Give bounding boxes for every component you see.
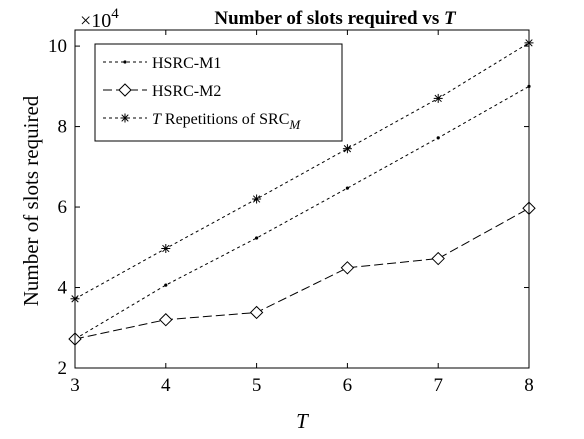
y-tick-label-10: 10 bbox=[48, 36, 67, 57]
legend-label-hsrc-m2: HSRC-M2 bbox=[152, 83, 221, 100]
legend: HSRC-M1 HSRC-M2 T Repetitions of SRCM bbox=[94, 43, 343, 142]
legend-label-t-repetitions: T Repetitions of SRCM bbox=[152, 111, 301, 132]
y-tick-label-6: 6 bbox=[58, 197, 68, 218]
y-axis-multiplier-exponent: 4 bbox=[111, 6, 119, 22]
data-point-s2-2 bbox=[252, 194, 262, 204]
y-tick-label-8: 8 bbox=[58, 117, 68, 138]
chart-title: Number of slots required vs T bbox=[214, 8, 457, 29]
legend-marker-0 bbox=[123, 60, 127, 64]
y-axis-multiplier: ×104 bbox=[80, 6, 119, 32]
x-tick-label-8: 8 bbox=[524, 375, 534, 396]
x-axis-label: T bbox=[296, 409, 309, 433]
series-line-0 bbox=[74, 85, 530, 340]
series-line-1 bbox=[74, 207, 530, 340]
data-point-s1-4 bbox=[431, 251, 445, 266]
data-point-s2-1 bbox=[161, 243, 171, 253]
legend-label-t-repetitions-main: Repetitions of SRC bbox=[161, 111, 289, 128]
series-line-2 bbox=[74, 42, 530, 300]
legend-sample-0 bbox=[103, 60, 147, 64]
legend-box bbox=[94, 43, 343, 142]
x-tick-label-3: 3 bbox=[70, 375, 80, 396]
legend-label-t-repetitions-var: T bbox=[152, 111, 162, 128]
data-point-s1-1 bbox=[159, 313, 173, 327]
legend-label-t-repetitions-sub: M bbox=[288, 117, 301, 132]
y-axis-label: Number of slots required bbox=[19, 95, 43, 306]
data-point-s0-1 bbox=[164, 283, 168, 287]
x-tick-label-6: 6 bbox=[343, 375, 353, 396]
x-tick-label-4: 4 bbox=[161, 375, 171, 396]
chart-title-main: Number of slots required vs bbox=[214, 8, 439, 29]
chart-title-variable: T bbox=[444, 8, 457, 29]
legend-label-hsrc-m1: HSRC-M1 bbox=[152, 55, 221, 72]
data-point-s0-2 bbox=[255, 236, 259, 240]
series-layer bbox=[68, 38, 536, 346]
data-point-s2-4 bbox=[433, 93, 443, 103]
data-point-s2-3 bbox=[342, 144, 352, 154]
y-tick-label-4: 4 bbox=[58, 278, 68, 299]
legend-sample-1 bbox=[103, 83, 147, 97]
legend-marker-2 bbox=[120, 113, 130, 123]
plot-frame bbox=[74, 29, 530, 369]
y-axis-multiplier-base: ×10 bbox=[80, 10, 111, 32]
data-point-s1-2 bbox=[249, 305, 264, 320]
x-tick-label-7: 7 bbox=[433, 375, 443, 396]
x-tick-label-5: 5 bbox=[252, 375, 262, 396]
series-1 bbox=[68, 201, 536, 346]
data-point-s0-3 bbox=[345, 186, 349, 190]
legend-sample-2 bbox=[103, 113, 147, 123]
legend-marker-1 bbox=[118, 83, 132, 97]
data-point-s0-4 bbox=[436, 136, 440, 140]
data-point-s1-3 bbox=[340, 261, 355, 275]
legend-items bbox=[103, 60, 147, 123]
y-tick-label-2: 2 bbox=[58, 358, 68, 379]
